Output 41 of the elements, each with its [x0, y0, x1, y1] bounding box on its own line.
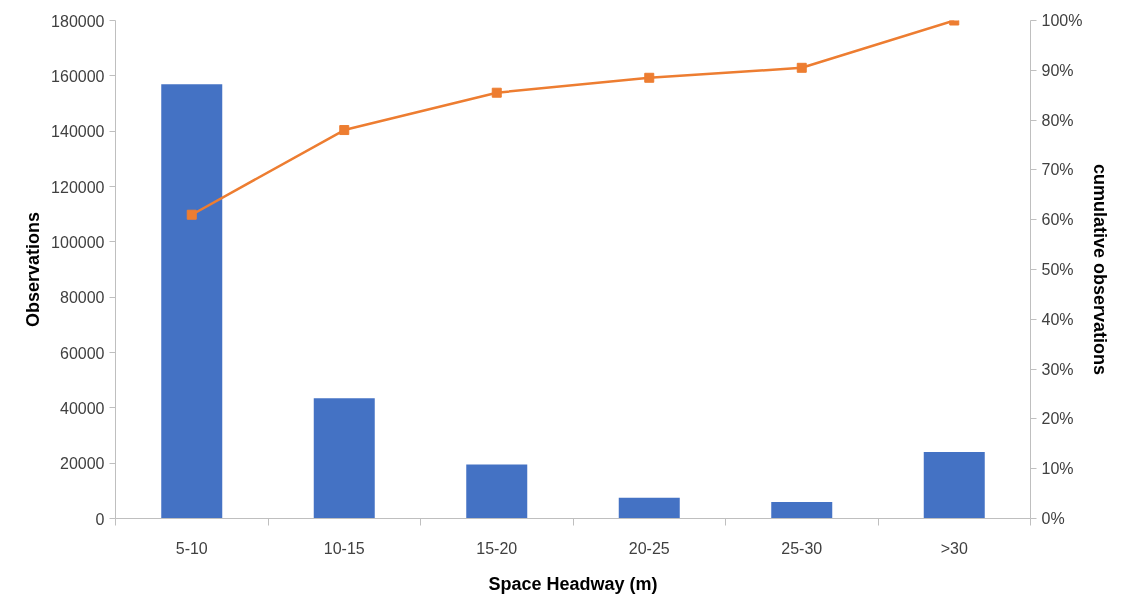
y-tick-label: 120000: [51, 178, 105, 196]
point: [644, 72, 655, 83]
y2-tick-label: 50%: [1041, 261, 1074, 278]
y2-tick-label: 100%: [1041, 12, 1083, 29]
x-tick-label: 10-15: [323, 539, 365, 557]
x-tick-label: 5-10: [175, 539, 208, 557]
y-tick-label: 60000: [60, 344, 105, 362]
y2-tick-label: 20%: [1041, 410, 1074, 428]
x-tick-label: 25-30: [781, 539, 823, 557]
x-tick-label: >30: [940, 539, 968, 557]
y2-tick-label: 10%: [1041, 460, 1074, 478]
y-tick-label: 180000: [51, 12, 105, 30]
bar: [161, 84, 223, 519]
y2-tick-label: 70%: [1041, 161, 1074, 179]
bar: [466, 464, 528, 519]
y-tick-label: 0: [95, 510, 105, 528]
x-tick-label: 15-20: [476, 539, 518, 557]
y-tick-label: 80000: [60, 289, 105, 307]
y-tick-label: 40000: [60, 399, 105, 417]
y2-tick-label: 40%: [1041, 310, 1074, 328]
y-axis-title: Observations: [23, 211, 44, 328]
point: [186, 209, 197, 220]
y-tick-label: 20000: [60, 455, 105, 473]
y-tick-label: 160000: [51, 67, 105, 85]
point: [491, 87, 502, 98]
y2-tick-label: 90%: [1041, 61, 1074, 79]
x-tick-label: 20-25: [628, 539, 670, 557]
x-axis-title: Space Headway (m): [488, 573, 658, 594]
point: [796, 62, 807, 73]
bar: [923, 452, 985, 519]
y2-tick-label: 0%: [1041, 510, 1065, 527]
bar: [618, 497, 680, 519]
y2-tick-label: 80%: [1041, 111, 1074, 129]
y2-tick-label: 30%: [1041, 360, 1074, 378]
y-tick-label: 140000: [51, 123, 105, 141]
bar: [771, 501, 833, 519]
point: [339, 125, 350, 136]
y-tick-label: 100000: [51, 233, 105, 251]
y2-axis-title: cumulative observations: [1090, 163, 1111, 376]
y2-tick-label: 60%: [1041, 211, 1074, 229]
bar: [313, 398, 375, 519]
